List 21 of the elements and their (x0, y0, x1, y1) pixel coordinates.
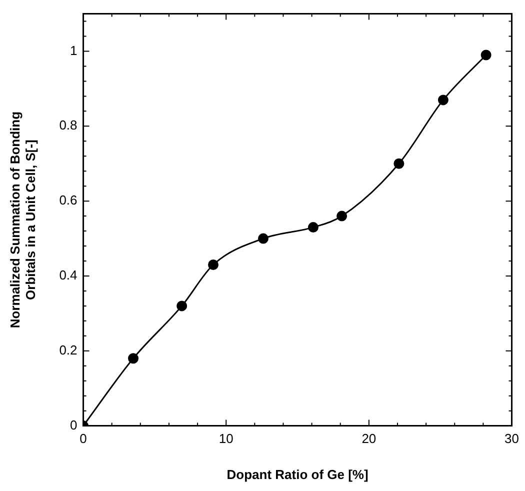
y-tick-label: 1 (70, 42, 78, 58)
x-tick-label: 20 (362, 431, 376, 446)
point (208, 259, 218, 270)
y-axis-title: Normalized Summation of Bonding Orbitals in a Unit Cell, S[-] (7, 111, 38, 328)
y-tick-label: 0.4 (59, 268, 78, 283)
point (336, 210, 348, 222)
point (438, 94, 448, 106)
point (394, 158, 404, 169)
x-tick-label: 10 (218, 431, 234, 446)
x-tick-label: 30 (504, 431, 520, 446)
y-tick-label: 0.8 (59, 118, 78, 133)
x-axis-title: Dopant Ratio of Ge [%] (226, 466, 368, 482)
point (258, 233, 268, 244)
x-tick-label: 0 (80, 431, 87, 446)
point (480, 50, 492, 60)
y-tick-label: 0.6 (59, 192, 78, 208)
y-tick-label: 0.2 (59, 342, 78, 358)
y-tick-label: 0 (70, 417, 78, 432)
point (176, 300, 188, 312)
point (128, 353, 139, 364)
point (308, 222, 318, 233)
